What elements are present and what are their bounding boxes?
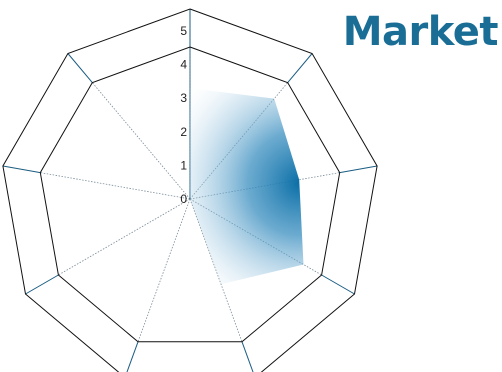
radial-tick-label: 0	[180, 192, 187, 206]
radar-grid	[2, 8, 378, 372]
series-area	[190, 88, 304, 285]
radial-spoke-outer	[126, 341, 139, 372]
radial-spoke-outer	[321, 274, 355, 295]
radial-tick-labels: 0 1 2 3 4 5	[180, 24, 187, 206]
radial-spoke-outer	[241, 341, 254, 372]
radial-spoke-outer	[287, 53, 313, 83]
radial-tick-label: 2	[180, 125, 187, 139]
radial-spoke-inner	[137, 198, 191, 342]
radial-tick-label: 3	[180, 91, 187, 105]
chart-title: Market	[342, 9, 499, 55]
radial-tick-label: 1	[180, 158, 187, 172]
radial-spoke-inner	[58, 198, 191, 276]
web-ring	[39, 46, 341, 343]
web-frame	[2, 8, 378, 372]
radar-series	[190, 88, 304, 285]
radial-tick-label: 5	[180, 24, 187, 38]
radial-tick-label: 4	[180, 58, 187, 72]
radial-spoke-outer	[67, 53, 93, 83]
radial-spoke-outer	[339, 165, 378, 174]
radial-spoke-inner	[91, 82, 191, 200]
radial-spoke-outer	[2, 165, 41, 174]
radial-spoke-outer	[25, 274, 59, 295]
radial-spoke-inner	[40, 172, 191, 200]
